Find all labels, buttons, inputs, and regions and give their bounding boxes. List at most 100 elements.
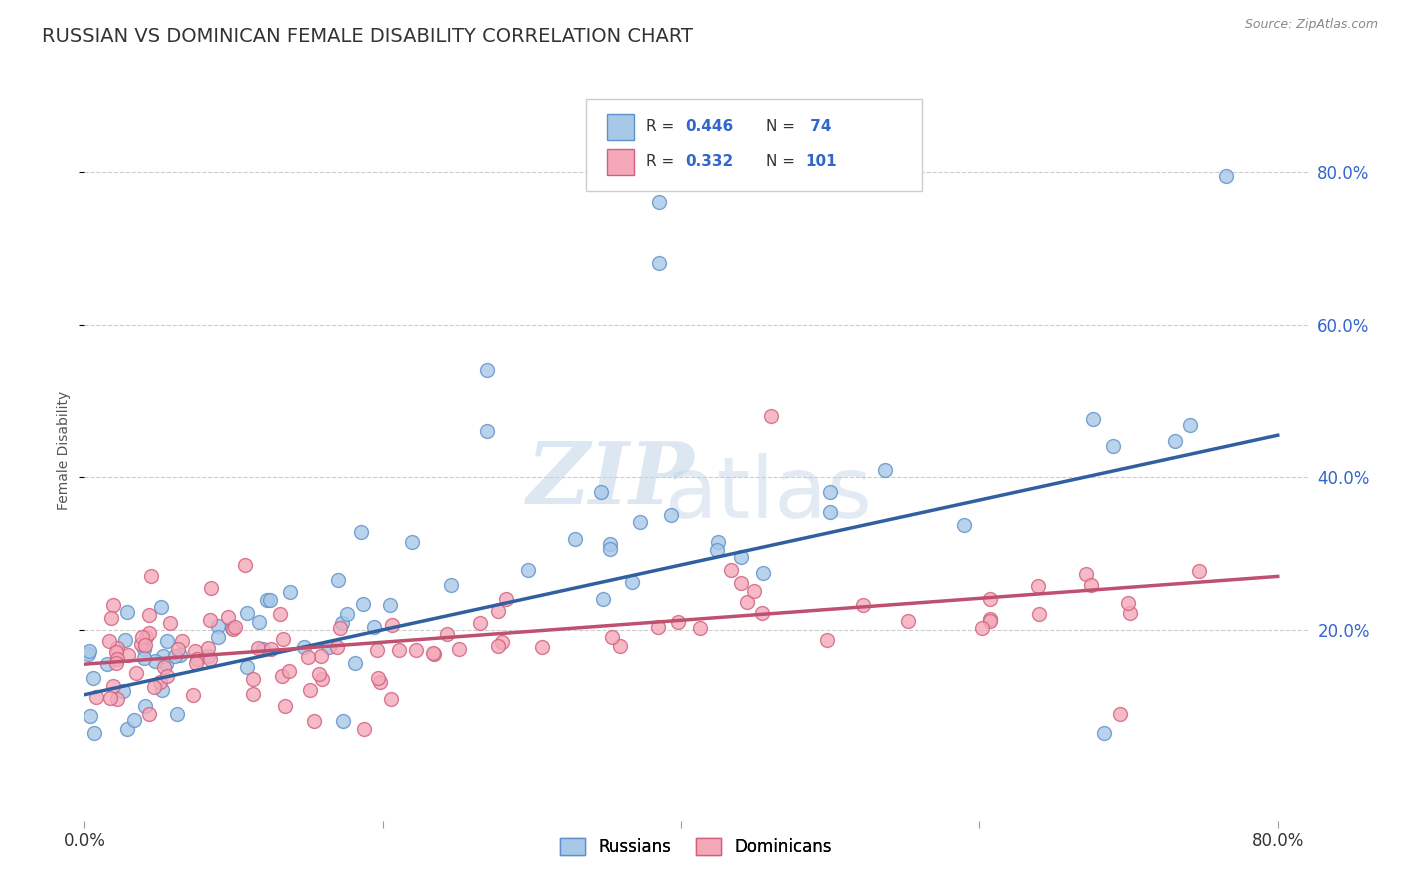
- Point: [150, 682, 173, 697]
- Point: [311, 673, 333, 687]
- Point: [1080, 577, 1102, 591]
- Point: [169, 648, 191, 663]
- Point: [246, 640, 269, 655]
- Text: 0.332: 0.332: [685, 154, 733, 169]
- Point: [689, 621, 711, 635]
- Point: [247, 615, 270, 629]
- Point: [150, 600, 173, 615]
- Point: [96, 657, 118, 672]
- Point: [495, 591, 517, 606]
- Point: [98, 690, 121, 705]
- Point: [470, 615, 492, 630]
- Text: N =: N =: [766, 120, 800, 135]
- Point: [184, 644, 207, 658]
- Point: [730, 550, 752, 565]
- Point: [440, 577, 463, 591]
- Point: [236, 660, 259, 674]
- Point: [564, 532, 586, 546]
- Point: [1092, 726, 1115, 740]
- Point: [163, 648, 186, 663]
- Point: [486, 604, 509, 618]
- FancyBboxPatch shape: [606, 149, 634, 175]
- Point: [105, 692, 128, 706]
- Point: [138, 626, 160, 640]
- Point: [530, 640, 553, 655]
- Point: [200, 613, 222, 627]
- Point: [278, 664, 301, 678]
- Text: atlas: atlas: [665, 453, 873, 536]
- Text: 0.446: 0.446: [685, 120, 733, 135]
- Point: [318, 640, 340, 654]
- Point: [401, 535, 423, 549]
- Point: [271, 632, 294, 646]
- Point: [302, 714, 325, 729]
- Point: [405, 643, 427, 657]
- Point: [142, 680, 165, 694]
- Point: [242, 672, 264, 686]
- Point: [98, 634, 121, 648]
- Point: [186, 652, 208, 666]
- Text: RUSSIAN VS DOMINICAN FEMALE DISABILITY CORRELATION CHART: RUSSIAN VS DOMINICAN FEMALE DISABILITY C…: [42, 27, 693, 45]
- Point: [207, 618, 229, 632]
- Point: [83, 726, 105, 740]
- Point: [236, 607, 259, 621]
- Point: [309, 649, 332, 664]
- Point: [366, 642, 388, 657]
- Point: [156, 669, 179, 683]
- Point: [217, 610, 239, 624]
- Point: [117, 648, 139, 663]
- Point: [381, 617, 404, 632]
- Point: [242, 687, 264, 701]
- Point: [1081, 412, 1104, 426]
- Point: [332, 714, 354, 729]
- Point: [873, 463, 896, 477]
- Point: [436, 627, 458, 641]
- Text: R =: R =: [645, 154, 679, 169]
- Point: [159, 616, 181, 631]
- Point: [156, 634, 179, 648]
- Point: [751, 607, 773, 621]
- Point: [1074, 566, 1097, 581]
- Point: [1188, 564, 1211, 578]
- Point: [200, 581, 222, 595]
- Point: [326, 573, 349, 587]
- Point: [759, 409, 782, 423]
- Text: 74: 74: [804, 120, 831, 135]
- Point: [380, 691, 402, 706]
- Point: [198, 652, 221, 666]
- Point: [423, 647, 446, 661]
- Point: [84, 690, 107, 704]
- Point: [1119, 606, 1142, 620]
- Text: ZIP: ZIP: [526, 438, 695, 522]
- Point: [125, 666, 148, 681]
- Point: [135, 630, 157, 644]
- Point: [388, 642, 411, 657]
- Point: [486, 639, 509, 653]
- Point: [352, 597, 374, 611]
- Point: [122, 713, 145, 727]
- Point: [1178, 417, 1201, 432]
- Point: [1215, 169, 1237, 183]
- Point: [197, 641, 219, 656]
- Point: [138, 608, 160, 623]
- Point: [620, 574, 643, 589]
- Point: [979, 612, 1001, 626]
- Point: [897, 614, 920, 628]
- Point: [852, 598, 875, 612]
- Point: [600, 630, 623, 644]
- Point: [647, 256, 669, 270]
- Text: R =: R =: [645, 120, 679, 135]
- Point: [329, 621, 352, 635]
- Point: [129, 636, 152, 650]
- Point: [1026, 579, 1049, 593]
- FancyBboxPatch shape: [586, 99, 922, 191]
- Point: [134, 651, 156, 665]
- Point: [82, 671, 104, 685]
- Point: [363, 620, 385, 634]
- Point: [77, 648, 100, 662]
- Point: [186, 656, 208, 670]
- Point: [221, 621, 243, 635]
- Point: [269, 607, 291, 621]
- Point: [256, 593, 278, 607]
- Point: [367, 671, 389, 685]
